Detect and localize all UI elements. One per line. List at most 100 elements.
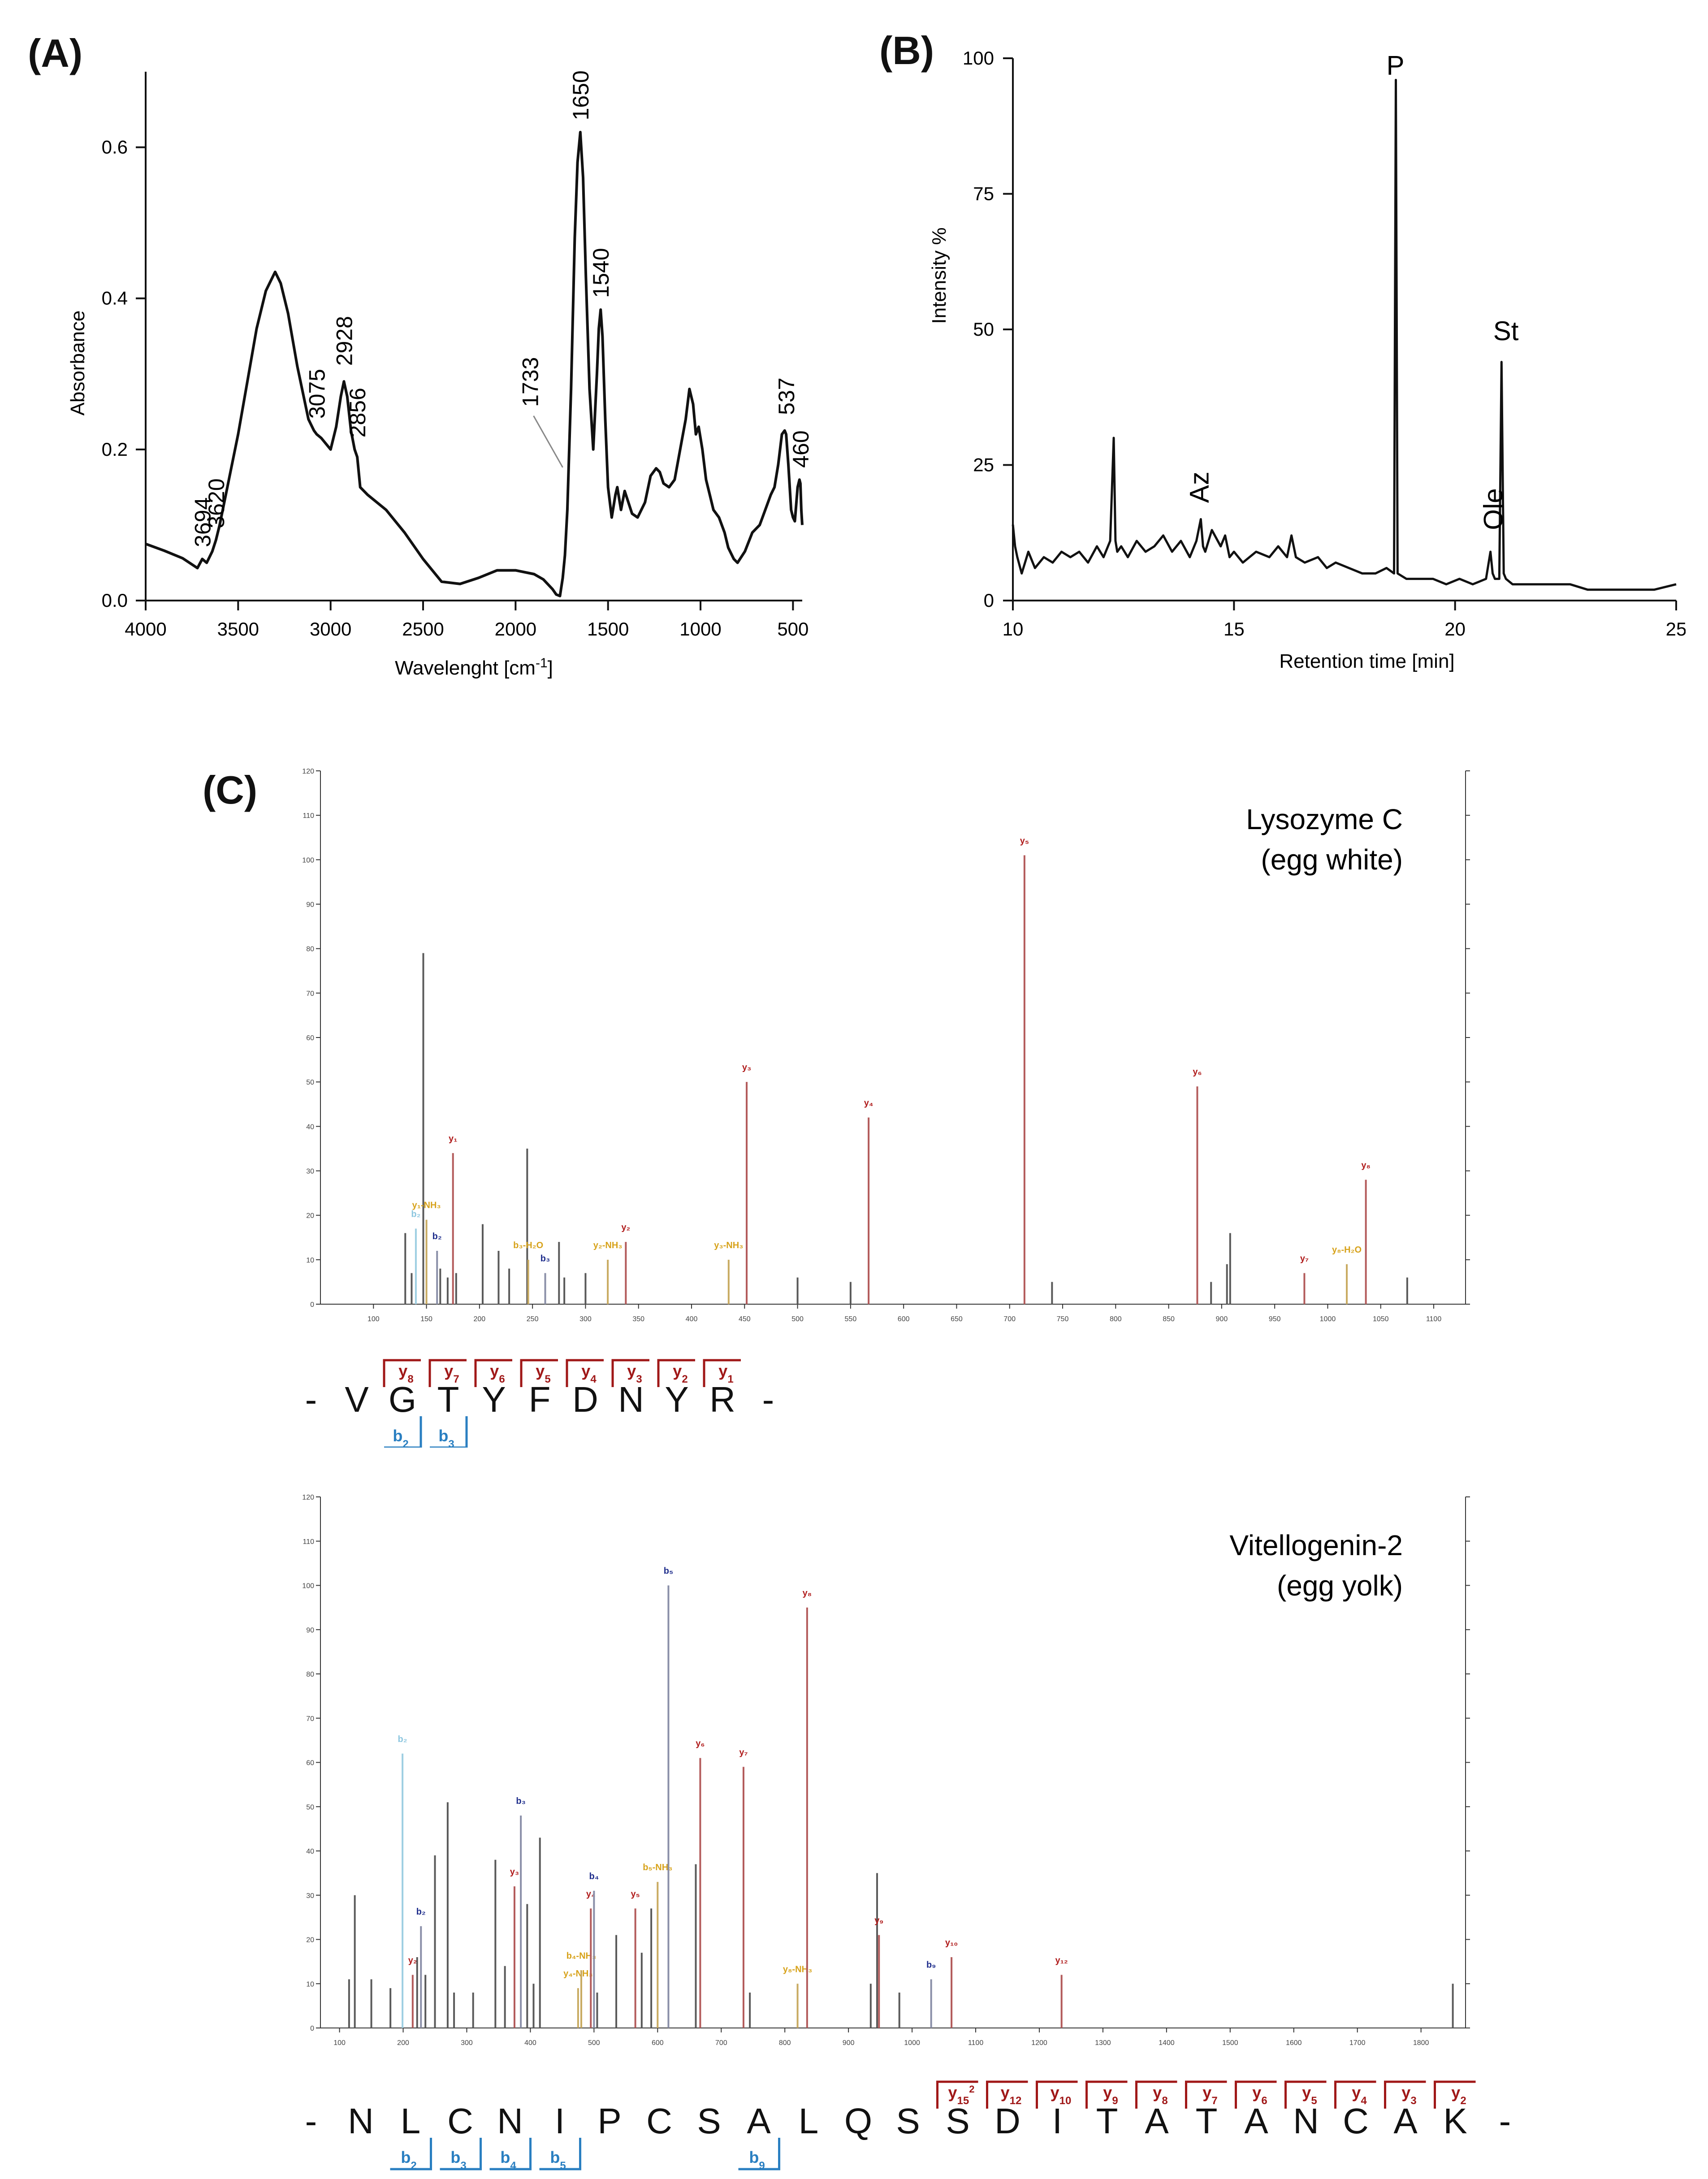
- y-axis-label: Absorbance: [67, 311, 89, 416]
- y-tick-label: 25: [973, 454, 994, 476]
- x-tick-label: 100: [333, 2039, 346, 2047]
- peak-annotation: 460: [788, 430, 813, 467]
- spectrum-title: Vitellogenin-2: [1229, 1529, 1403, 1561]
- y-ion-bracket: [986, 2080, 1028, 2109]
- y-ion-bracket: [611, 1359, 649, 1387]
- sequence-residue: F: [529, 1379, 551, 1419]
- sequence-residue: I: [1052, 2101, 1062, 2141]
- y-ion-bracket: [936, 2080, 978, 2109]
- sequence-residue: Q: [844, 2101, 872, 2141]
- y-tick-label: 50: [306, 1079, 314, 1086]
- y-ion-bracket: [657, 1359, 695, 1387]
- x-tick-label: 750: [1057, 1315, 1069, 1323]
- panel-label-c: (C): [203, 768, 258, 812]
- y-ion-bracket: [1135, 2080, 1177, 2109]
- peak-annotation: St: [1493, 316, 1519, 346]
- y-tick-label: 120: [302, 768, 314, 775]
- gcms-chart: 10 15 20 25 0 25 50 75 100 Retention time [min] In…: [928, 48, 1686, 672]
- peak-label: y₄-NH₃: [563, 1969, 592, 1979]
- x-tick-label: 200: [474, 1315, 486, 1323]
- y-tick-label: 70: [306, 1715, 314, 1723]
- peak-annotation: 1650: [568, 70, 593, 120]
- peak-label: y₁₀: [945, 1938, 958, 1948]
- peak-label: y₇: [739, 1747, 748, 1757]
- sequence-residue: T: [1196, 2101, 1218, 2141]
- vitellogenin-sequence: - N L C N I P C S A L Q S S D I T A T A N C A K -y152 y12 y10 y9 y8 y…: [305, 2080, 1511, 2172]
- peak-label: y₈: [803, 1588, 812, 1598]
- sequence-residue: S: [946, 2101, 969, 2141]
- x-tick-label: 500: [777, 618, 809, 640]
- x-tick-label: 650: [951, 1315, 963, 1323]
- peak-label: b₄: [589, 1872, 599, 1881]
- peak-annotation: 2928: [332, 316, 357, 366]
- peak-annotation: 3620: [204, 478, 229, 528]
- y-tick-label: 40: [306, 1123, 314, 1131]
- y-ion-bracket: [703, 1359, 741, 1387]
- peak-label: y₈-NH₃: [783, 1964, 812, 1974]
- peak-annotation: 3694: [190, 497, 215, 547]
- chromatogram-line: [1012, 78, 1677, 591]
- y-tick-label: 75: [973, 183, 994, 204]
- peak-label: b₉: [926, 1960, 936, 1970]
- y-ion-bracket: [1384, 2080, 1426, 2109]
- panel-label-b: (B): [879, 28, 934, 73]
- x-tick-label: 25: [1666, 618, 1686, 640]
- y-tick-label: 80: [306, 1671, 314, 1678]
- x-tick-label: 700: [715, 2039, 727, 2047]
- peak-annotation: 1540: [588, 248, 614, 298]
- y-tick-label: 40: [306, 1848, 314, 1855]
- y-ion-bracket: [1284, 2080, 1327, 2109]
- b-ion-bracket: [539, 2138, 581, 2170]
- sequence-residue: S: [697, 2101, 721, 2141]
- sequence-residue: C: [447, 2101, 473, 2141]
- b-ion-bracket: [440, 2138, 482, 2170]
- sequence-residue: A: [747, 2101, 771, 2141]
- sequence-residue: V: [345, 1379, 369, 1419]
- peak-label: y₁: [449, 1134, 457, 1144]
- x-tick-label: 800: [779, 2039, 791, 2047]
- sequence-residue: A: [1393, 2101, 1418, 2141]
- b-ion-label: b3: [438, 1427, 454, 1448]
- y-ion-bracket: [1085, 2080, 1128, 2109]
- x-tick-label: 1800: [1413, 2039, 1429, 2047]
- x-tick-label: 1200: [1031, 2039, 1047, 2047]
- sequence-residue: T: [1096, 2101, 1118, 2141]
- peak-label: y₆: [1193, 1067, 1202, 1077]
- peak-annotation: P: [1386, 50, 1404, 80]
- x-tick-label: 1700: [1349, 2039, 1366, 2047]
- y-tick-label: 0.2: [102, 439, 128, 460]
- x-tick-label: 1500: [587, 618, 629, 640]
- x-tick-label: 950: [1269, 1315, 1281, 1323]
- peak-annotation: 537: [774, 377, 799, 415]
- y-tick-label: 80: [306, 946, 314, 953]
- x-tick-label: 2500: [402, 618, 444, 640]
- sequence-residue: T: [437, 1379, 459, 1419]
- peak-label: b₄-NH₃: [566, 1951, 597, 1961]
- sequence-residue: D: [995, 2101, 1020, 2141]
- spectrum-subtitle: (egg white): [1261, 843, 1403, 876]
- x-tick-label: 400: [524, 2039, 536, 2047]
- peak-label: y₉: [874, 1916, 883, 1926]
- y-ion-bracket: [1334, 2080, 1376, 2109]
- y-tick-label: 100: [302, 1582, 314, 1590]
- peak-label: y₄: [864, 1098, 873, 1108]
- x-tick-label: 900: [1216, 1315, 1228, 1323]
- y-tick-label: 10: [306, 1257, 314, 1264]
- peak-annotation: 3075: [305, 369, 330, 419]
- y-tick-label: 10: [306, 1980, 314, 1988]
- b-ion-label: b2: [393, 1427, 408, 1448]
- x-tick-label: 550: [845, 1315, 857, 1323]
- sequence-residue: Y: [482, 1379, 506, 1419]
- x-axis-label: Wavelenght [cm-1]: [395, 656, 553, 679]
- y-tick-label: 0: [310, 1301, 314, 1309]
- x-tick-label: 200: [397, 2039, 409, 2047]
- y-tick-label: 60: [306, 1760, 314, 1767]
- x-tick-label: 1300: [1095, 2039, 1111, 2047]
- y-tick-label: 120: [302, 1494, 314, 1501]
- peak-label: b₃-H₂O: [513, 1241, 543, 1250]
- x-tick-label: 600: [652, 2039, 664, 2047]
- sequence-residue: N: [1293, 2101, 1319, 2141]
- y-ion-bracket: [566, 1359, 604, 1387]
- peak-label: y₂: [408, 1956, 417, 1966]
- x-tick-label: 4000: [125, 618, 166, 640]
